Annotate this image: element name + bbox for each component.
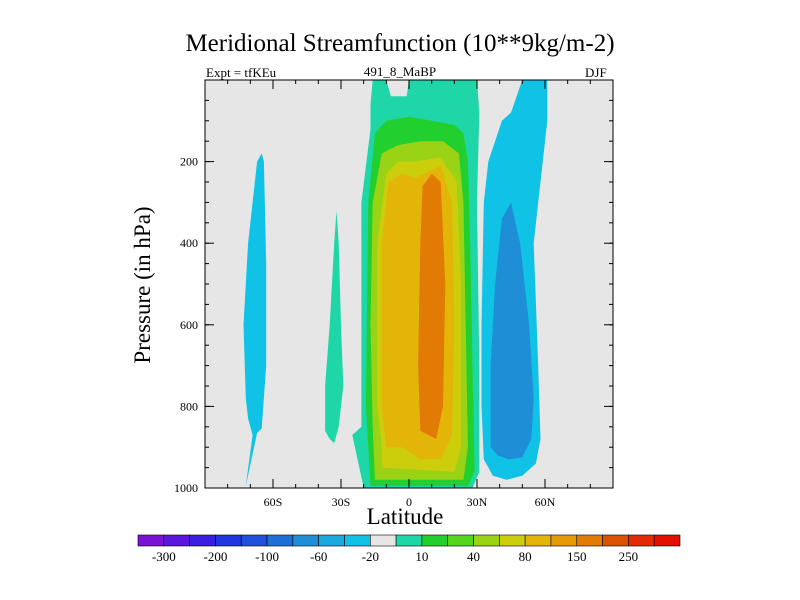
- y-tick-label: 600: [180, 318, 198, 332]
- colorbar-swatch: [628, 534, 655, 547]
- y-axis-title: Pressure (in hPa): [130, 206, 155, 364]
- x-tick-label: 0: [406, 495, 412, 509]
- contour-region-3: [490, 202, 534, 460]
- colorbar-swatch: [499, 534, 526, 547]
- season-label: DJF: [585, 65, 607, 80]
- y-tick-label: 800: [180, 399, 198, 413]
- colorbar-swatch: [602, 534, 629, 547]
- x-axis-title: Latitude: [366, 504, 444, 529]
- colorbar-swatch: [189, 534, 216, 547]
- colorbar-label: -300: [152, 549, 176, 564]
- x-tick-label: 30S: [332, 495, 351, 509]
- colorbar-label: -20: [362, 549, 379, 564]
- colorbar-swatch: [369, 534, 397, 547]
- colorbar-swatch: [653, 534, 681, 547]
- y-tick-label: 400: [180, 236, 198, 250]
- colorbar-label: -200: [204, 549, 228, 564]
- colorbar-swatch: [447, 534, 474, 547]
- colorbar-swatch: [576, 534, 603, 547]
- colorbar-swatch: [395, 534, 423, 547]
- y-tick-label: 1000: [174, 481, 198, 495]
- experiment-label: Expt = tfKEu: [206, 65, 277, 80]
- colorbar-label: -100: [255, 549, 279, 564]
- x-tick-label: 30N: [467, 495, 488, 509]
- colorbar-label: 80: [519, 549, 532, 564]
- y-tick-label: 200: [180, 155, 198, 169]
- colorbar-swatch: [344, 534, 371, 547]
- x-tick-label: 60S: [264, 495, 283, 509]
- contour-region-9: [418, 173, 446, 440]
- colorbar-swatch: [524, 534, 552, 547]
- colorbar-label: 250: [619, 549, 639, 564]
- contour-region-0: [243, 153, 267, 486]
- colorbar-label: 10: [415, 549, 428, 564]
- colorbar-swatch: [266, 534, 294, 547]
- colorbar-swatch: [215, 534, 242, 547]
- colorbar-label: -60: [310, 549, 327, 564]
- colorbar-swatch: [240, 534, 268, 547]
- chart-title: Meridional Streamfunction (10**9kg/m-2): [185, 30, 615, 57]
- contour-region-1: [325, 210, 344, 444]
- colorbar-swatch: [163, 534, 190, 547]
- colorbar-swatch: [421, 534, 449, 547]
- colorbar-label: 40: [467, 549, 480, 564]
- x-tick-label: 60N: [535, 495, 556, 509]
- colorbar-swatch: [550, 534, 578, 547]
- case-label: 491_8_MaBP: [363, 64, 437, 79]
- colorbar-swatch: [137, 534, 165, 547]
- colorbar-swatch: [318, 534, 345, 547]
- colorbar-label: 150: [567, 549, 587, 564]
- colorbar-swatch: [473, 534, 500, 547]
- colorbar-swatch: [292, 534, 319, 547]
